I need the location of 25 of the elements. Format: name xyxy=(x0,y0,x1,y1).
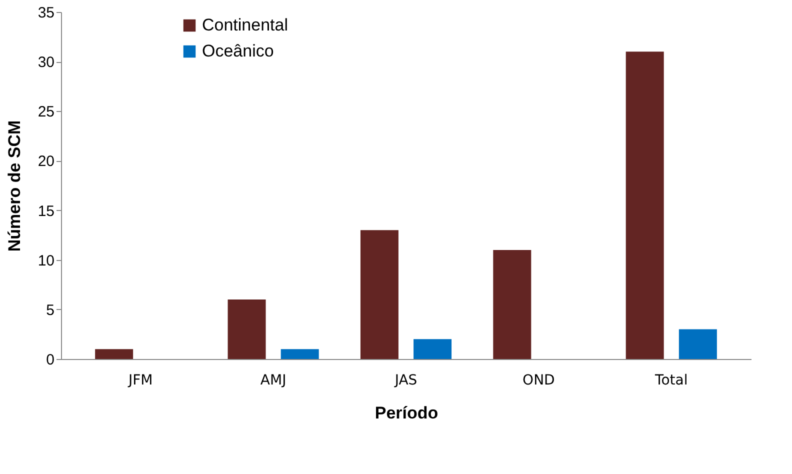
bar xyxy=(228,300,266,359)
bar xyxy=(360,230,398,359)
y-tick-label: 0 xyxy=(46,352,54,368)
y-tick-label: 5 xyxy=(46,302,54,319)
y-tick-label: 35 xyxy=(38,4,54,22)
x-axis-title: Período xyxy=(374,404,438,422)
bar xyxy=(626,52,664,359)
x-tick-label: JAS xyxy=(394,372,418,388)
y-axis-title: Número de SCM xyxy=(4,120,24,252)
y-tick-label: 25 xyxy=(38,104,54,121)
bar xyxy=(493,250,532,359)
bar xyxy=(678,329,717,359)
x-tick-label: OND xyxy=(522,372,555,388)
legend-label: Continental xyxy=(202,16,288,34)
x-tick-label: AMJ xyxy=(260,372,286,388)
y-tick-label: 30 xyxy=(38,54,54,72)
y-tick-label: 15 xyxy=(38,202,54,220)
bar xyxy=(95,349,134,359)
bar xyxy=(414,339,452,359)
bar xyxy=(280,349,319,359)
y-tick-label: 10 xyxy=(38,252,54,270)
x-tick-label: JFM xyxy=(127,372,153,388)
y-tick-label: 20 xyxy=(38,153,54,170)
legend-label: Oceânico xyxy=(202,42,274,60)
x-tick-label: Total xyxy=(654,372,688,388)
